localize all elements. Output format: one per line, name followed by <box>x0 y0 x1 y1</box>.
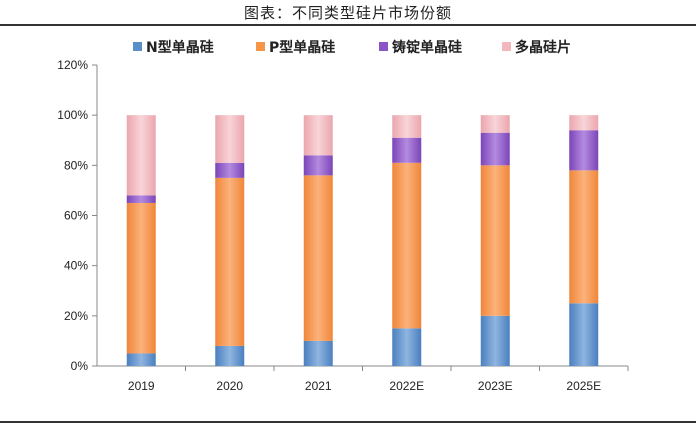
x-tick-label: 2025E <box>566 379 601 393</box>
bars <box>126 115 599 366</box>
bar-segment <box>215 162 245 178</box>
bar-segment <box>215 177 245 346</box>
legend-swatch <box>502 42 511 51</box>
x-tick-label: 2019 <box>128 379 155 393</box>
bar-segment <box>303 175 333 341</box>
bar-segment <box>569 130 599 171</box>
bar-segment <box>215 115 245 163</box>
bar-segment <box>126 353 156 366</box>
bar-segment <box>303 340 333 366</box>
bar-segment <box>392 137 422 163</box>
y-tick-label: 0% <box>71 359 89 373</box>
y-tick-label: 80% <box>64 158 88 172</box>
bar-segment <box>569 115 599 131</box>
x-tick-label: 2021 <box>305 379 332 393</box>
bar-segment <box>480 165 510 316</box>
y-tick-label: 40% <box>64 259 88 273</box>
legend-swatch <box>133 42 142 51</box>
legend-label: 多晶硅片 <box>515 39 571 56</box>
bar-segment <box>126 115 156 196</box>
figure-caption: 图表：不同类型硅片市场份额 <box>243 4 452 22</box>
legend: N型单晶硅 P型单晶硅 铸锭单晶硅 多晶硅片 <box>133 39 571 56</box>
axes <box>92 64 629 371</box>
legend-swatch <box>379 42 388 51</box>
tick-labels: 0% 20% 40% 60% 80% 100% 120% 2019 2020 2021 2022E 2… <box>57 58 601 393</box>
bottom-divider-line <box>0 421 696 423</box>
bar-segment <box>480 315 510 366</box>
x-tick-label: 2023E <box>478 379 513 393</box>
bar-segment <box>303 115 333 156</box>
bar-segment <box>569 170 599 304</box>
bar-segment <box>126 195 156 203</box>
legend-swatch <box>256 42 265 51</box>
bar-segment <box>392 162 422 329</box>
y-tick-label: 100% <box>57 108 88 122</box>
bar-segment <box>480 132 510 166</box>
legend-label: P型单晶硅 <box>269 39 335 56</box>
bar-segment <box>480 115 510 133</box>
bar-segment <box>215 345 245 366</box>
y-tick-label: 120% <box>57 58 88 72</box>
x-tick-label: 2020 <box>216 379 243 393</box>
y-tick-label: 20% <box>64 309 88 323</box>
bar-segment <box>126 202 156 354</box>
caption-divider-line <box>0 24 696 26</box>
x-tick-label: 2022E <box>389 379 424 393</box>
bar-segment <box>392 328 422 366</box>
legend-label: N型单晶硅 <box>146 39 214 56</box>
bar-segment <box>569 303 599 366</box>
y-tick-label: 60% <box>64 209 88 223</box>
bar-segment <box>392 115 422 138</box>
legend-label: 铸锭单晶硅 <box>392 39 462 56</box>
bar-segment <box>303 155 333 176</box>
